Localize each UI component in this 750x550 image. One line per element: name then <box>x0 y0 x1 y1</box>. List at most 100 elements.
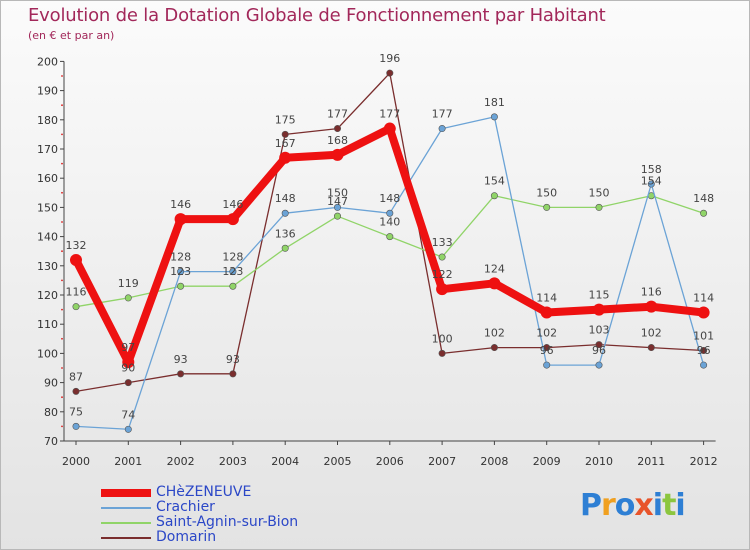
y-tick-label: 150 <box>37 201 58 214</box>
x-tick-label: 2010 <box>585 455 613 468</box>
data-label: 132 <box>66 239 87 252</box>
data-label: 150 <box>589 186 610 199</box>
chart-title: Evolution de la Dotation Globale de Fonc… <box>28 5 606 26</box>
data-point <box>124 425 132 433</box>
data-label: 102 <box>536 327 557 340</box>
x-tick-label: 2009 <box>533 455 561 468</box>
data-label: 154 <box>484 175 505 188</box>
data-label: 128 <box>222 251 243 264</box>
data-label: 97 <box>121 341 135 354</box>
data-label: 116 <box>66 286 87 299</box>
data-point <box>281 244 289 252</box>
y-tick-label: 120 <box>37 289 58 302</box>
data-label: 181 <box>484 96 505 109</box>
data-point <box>593 303 605 316</box>
y-minor-tick <box>61 396 63 399</box>
data-label: 148 <box>379 192 400 205</box>
legend-swatch <box>101 537 151 539</box>
data-label: 90 <box>121 362 135 375</box>
data-point <box>333 125 341 133</box>
x-tick-label: 2005 <box>324 455 352 468</box>
legend-swatch <box>101 522 151 524</box>
data-label: 116 <box>641 286 662 299</box>
y-tick-label: 170 <box>37 143 58 156</box>
data-point <box>333 203 341 211</box>
data-point <box>700 209 708 217</box>
data-point <box>700 346 708 354</box>
data-point <box>174 213 187 226</box>
data-point <box>122 356 135 369</box>
y-minor-tick <box>61 162 63 165</box>
data-point <box>72 303 80 311</box>
data-label: 96 <box>540 344 554 357</box>
data-label: 146 <box>170 198 191 211</box>
data-point <box>697 306 710 319</box>
data-label: 74 <box>121 408 135 421</box>
legend-swatch <box>101 507 151 509</box>
data-point <box>700 361 708 369</box>
data-label: 150 <box>327 186 348 199</box>
data-point <box>229 282 237 290</box>
data-label: 177 <box>327 108 348 121</box>
data-point <box>177 282 185 290</box>
y-minor-tick <box>61 191 63 194</box>
logo-letter: i <box>675 488 685 523</box>
data-label: 75 <box>69 405 83 418</box>
data-label: 96 <box>697 344 711 357</box>
data-point <box>595 203 603 211</box>
y-minor-tick <box>61 104 63 107</box>
data-label: 177 <box>432 108 453 121</box>
data-label: 128 <box>170 251 191 264</box>
data-label: 93 <box>226 353 240 366</box>
x-tick-label: 2002 <box>167 455 195 468</box>
data-label: 115 <box>589 289 610 302</box>
y-minor-tick <box>61 133 63 136</box>
logo-letter: x <box>634 488 653 523</box>
data-label: 140 <box>379 216 400 229</box>
x-tick-label: 2006 <box>376 455 404 468</box>
data-point <box>386 233 394 241</box>
data-label: 177 <box>379 108 400 121</box>
y-tick-label: 190 <box>37 85 58 98</box>
data-point <box>72 387 80 395</box>
logo-letter: t <box>662 488 676 523</box>
data-label: 146 <box>222 198 243 211</box>
data-label: 124 <box>484 262 505 275</box>
data-label: 123 <box>222 265 243 278</box>
data-label: 93 <box>174 353 188 366</box>
data-point <box>386 209 394 217</box>
data-point <box>438 349 446 357</box>
data-label: 148 <box>693 192 714 205</box>
logo-letter: o <box>614 488 636 523</box>
data-point <box>281 130 289 138</box>
data-label: 101 <box>693 329 714 342</box>
legend-label: Saint-Agnin-sur-Bion <box>156 514 299 530</box>
x-tick-label: 2000 <box>62 455 90 468</box>
y-minor-tick <box>61 250 63 253</box>
data-label: 114 <box>693 292 714 305</box>
data-label: 150 <box>536 186 557 199</box>
y-minor-tick <box>61 221 63 223</box>
data-label: 168 <box>327 134 348 147</box>
data-point <box>595 341 603 349</box>
y-tick-label: 200 <box>37 55 58 68</box>
data-point <box>647 180 655 188</box>
x-tick-label: 2011 <box>637 455 665 468</box>
data-label: 103 <box>589 324 610 337</box>
data-point <box>331 148 344 161</box>
y-minor-tick <box>61 279 63 282</box>
data-point <box>436 283 449 296</box>
data-point <box>177 268 185 276</box>
data-label: 175 <box>275 113 296 126</box>
x-tick-label: 2001 <box>114 455 142 468</box>
x-tick-label: 2007 <box>428 455 456 468</box>
y-tick-label: 180 <box>37 114 58 127</box>
data-label: 136 <box>275 227 296 240</box>
data-point <box>438 253 446 261</box>
data-label: 87 <box>69 370 83 383</box>
data-point <box>72 422 80 430</box>
data-point <box>386 69 394 77</box>
y-tick-label: 80 <box>44 406 58 419</box>
y-minor-tick <box>61 337 63 340</box>
data-label: 119 <box>118 277 139 290</box>
